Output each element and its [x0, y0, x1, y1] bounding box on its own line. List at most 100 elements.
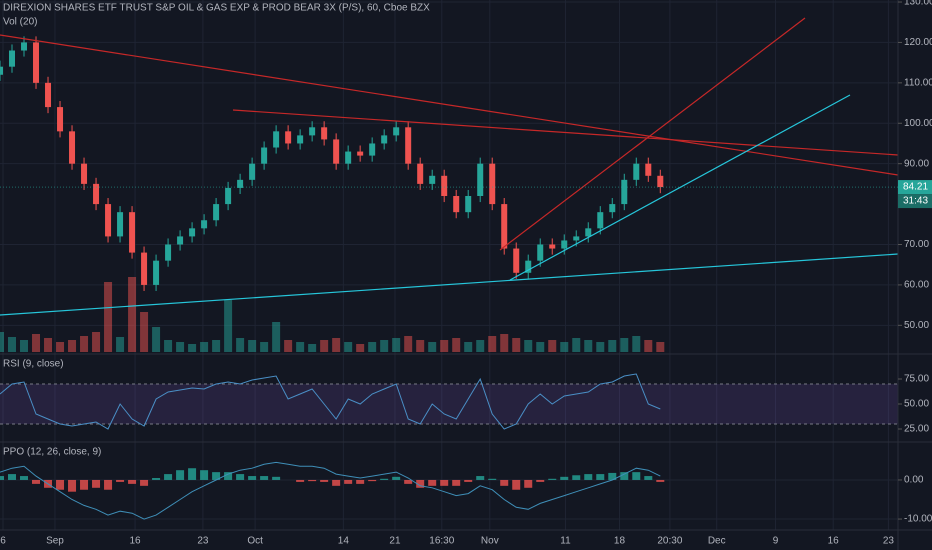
ppo-histogram-bar [320, 479, 329, 482]
candle-body [537, 244, 544, 261]
candle-body [45, 82, 52, 108]
volume-bar [80, 336, 89, 352]
y-tick-label: 120.00 [904, 37, 932, 48]
volume-bar [68, 340, 77, 352]
x-tick-label: 21 [389, 536, 401, 547]
y-tick-label: 110.00 [904, 77, 932, 88]
ppo-line [0, 461, 661, 520]
volume-bar [440, 340, 449, 352]
volume-title: Vol (20) [3, 17, 37, 28]
volume-bar [176, 342, 185, 352]
candle-body [513, 248, 520, 273]
volume-bar [584, 340, 593, 352]
volume-bar [356, 344, 365, 352]
ppo-histogram-bar [212, 472, 221, 480]
ppo-histogram-bar [128, 479, 137, 484]
ppo-histogram-bar [356, 479, 365, 484]
ppo-histogram-bar [572, 475, 581, 480]
candle-body [489, 163, 496, 205]
volume-bar [464, 342, 473, 352]
candle-body [573, 236, 580, 241]
rsi-band [0, 384, 898, 424]
volume-bar [560, 342, 569, 352]
candle-body [417, 163, 424, 184]
ppo-histogram-bar [644, 476, 653, 480]
ppo-histogram-bar [68, 479, 77, 492]
candle-body [237, 179, 244, 188]
ppo-histogram-bar [332, 479, 341, 486]
volume-bar [20, 340, 29, 352]
candle-body [633, 163, 640, 180]
candle-body [357, 151, 364, 156]
countdown-box [898, 194, 932, 209]
volume-bar [524, 340, 533, 352]
y-tick-label: 25.00 [904, 424, 929, 435]
ppo-histogram-bar [464, 479, 473, 482]
volume-bar [0, 332, 4, 352]
ppo-histogram-bar [632, 472, 641, 480]
x-tick-label: Sep [46, 536, 64, 547]
candle-body [501, 204, 508, 249]
volume-bar [104, 282, 113, 352]
trend-line [0, 253, 899, 316]
candle-body [165, 244, 172, 261]
volume-bar [320, 340, 329, 352]
candle-body [393, 127, 400, 136]
ppo-histogram-bar [32, 479, 41, 484]
volume-bar [140, 312, 149, 352]
rsi-line [0, 373, 661, 430]
candle-body [153, 260, 160, 285]
ppo-histogram-bar [416, 479, 425, 488]
x-tick-label: 20:30 [657, 536, 682, 547]
volume-bar [344, 342, 353, 352]
ppo-histogram-bar [224, 472, 233, 480]
volume-bar [452, 338, 461, 352]
volume-bar [476, 340, 485, 352]
candle-body [309, 127, 316, 136]
candle-body [405, 127, 412, 164]
ppo-histogram-bar [200, 470, 209, 480]
ppo-histogram-bar [608, 472, 617, 480]
ppo-histogram-bar [116, 479, 125, 482]
volume-bar [8, 337, 17, 352]
ppo-histogram-bar [272, 476, 281, 480]
candle-body [213, 204, 220, 221]
volume-bar [260, 342, 269, 352]
candle-body [285, 131, 292, 144]
volume-bar [428, 342, 437, 352]
volume-bar [392, 338, 401, 352]
volume-bar [152, 327, 161, 352]
x-tick-label: 16 [129, 536, 141, 547]
x-tick-label: 6 [0, 536, 6, 547]
ppo-histogram-bar [404, 479, 413, 484]
candle-body [261, 147, 268, 164]
ppo-histogram-bar [584, 474, 593, 480]
candle-body [609, 204, 616, 213]
marks-layer [0, 36, 665, 520]
ppo-histogram-bar [380, 478, 389, 480]
candle-body [69, 131, 76, 164]
volume-bar [644, 340, 653, 352]
candle-body [129, 212, 136, 253]
volume-bar [224, 300, 233, 352]
y-tick-label: 100.00 [904, 118, 932, 129]
volume-bar [296, 342, 305, 352]
volume-bar [128, 277, 137, 352]
candle-body [321, 127, 328, 140]
ppo-histogram-bar [56, 479, 65, 490]
candle-body [0, 66, 3, 75]
ppo-histogram-bar [428, 479, 437, 486]
x-tick-label: 18 [614, 536, 626, 547]
ppo-histogram-bar [656, 479, 665, 482]
last-price-box [898, 180, 932, 195]
ppo-histogram-bar [524, 479, 533, 488]
candle-body [525, 260, 532, 273]
candle-body [33, 42, 40, 83]
ppo-histogram-bar [20, 476, 29, 480]
ppo-histogram-bar [164, 474, 173, 480]
last-price-label: 84.21 [903, 182, 928, 193]
volume-bar [404, 336, 413, 352]
x-tick-label: 14 [338, 536, 350, 547]
ppo-histogram-bar [368, 479, 377, 482]
